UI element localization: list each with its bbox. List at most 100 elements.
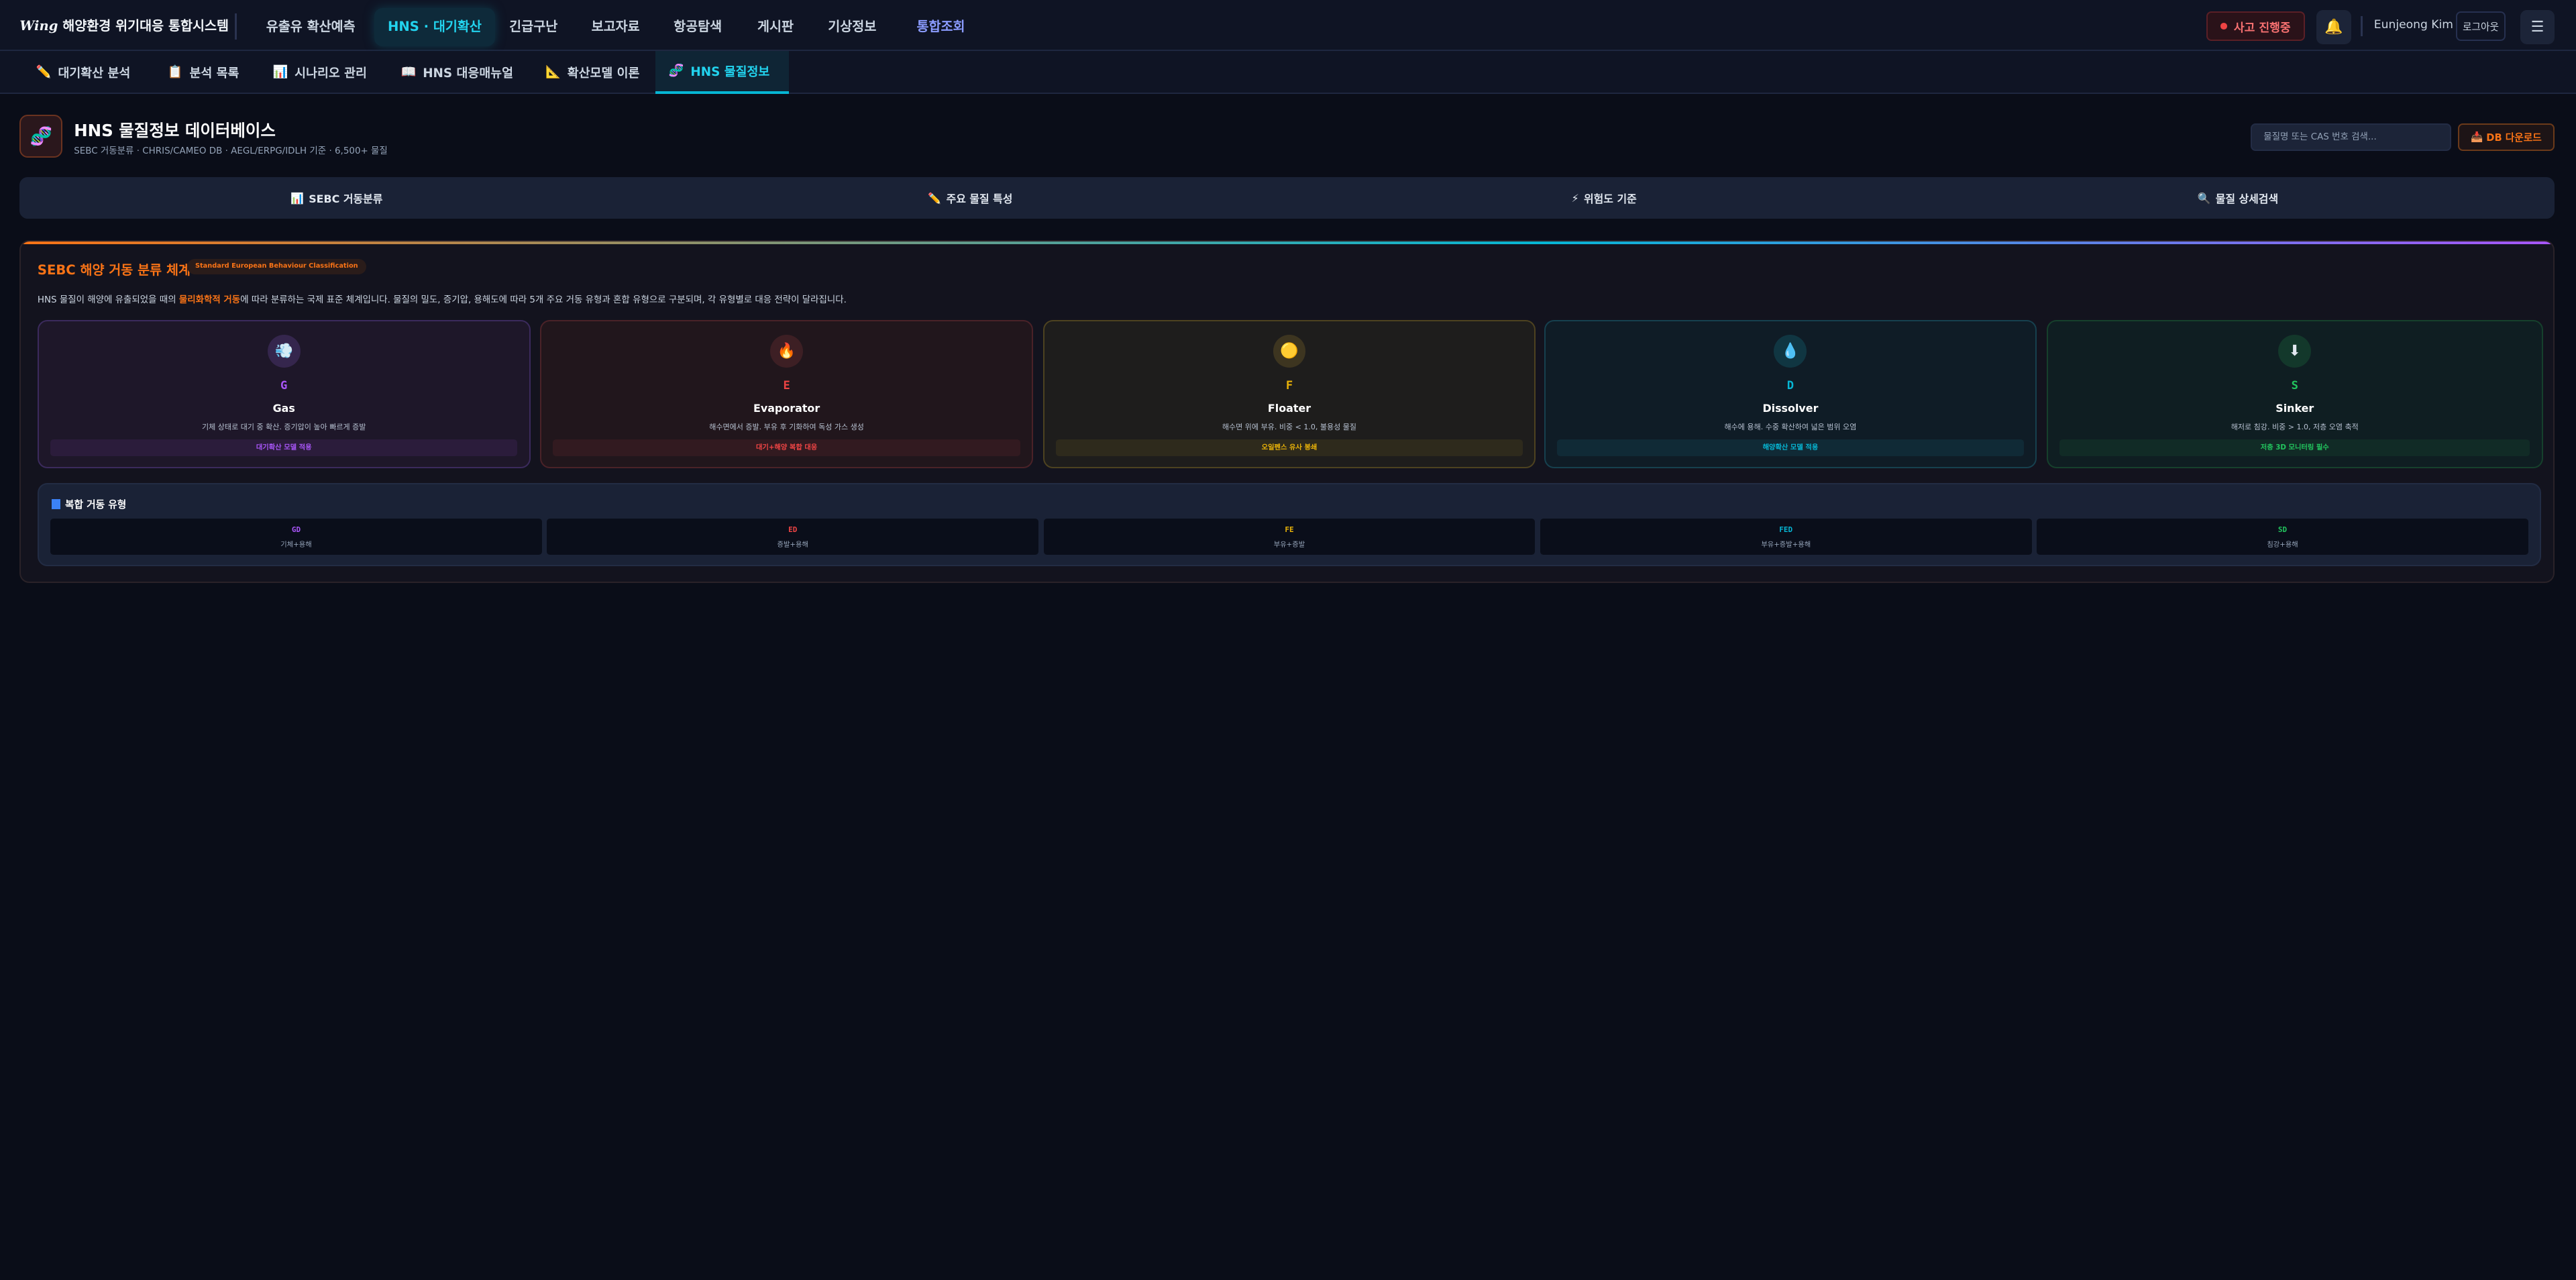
- compound-code: ED: [788, 525, 798, 534]
- ruler-icon: 📐: [545, 65, 561, 80]
- arrow-down-icon: ⬇: [2278, 334, 2312, 368]
- compound-type-sd[interactable]: SD 침강+용해: [2037, 518, 2528, 555]
- compound-code: GD: [291, 525, 301, 534]
- response-tag: 대기+해양 복합 대응: [553, 439, 1020, 456]
- notification-button[interactable]: 🔔: [2316, 9, 2351, 45]
- response-tag: 저층 3D 모니터링 필수: [2059, 439, 2530, 456]
- tab-search[interactable]: 🔍 물질 상세검색: [2197, 191, 2279, 205]
- book-icon: 📖: [400, 65, 417, 80]
- behaviour-name: Sinker: [2275, 402, 2314, 415]
- behaviour-card-evaporator[interactable]: 🔥 E Evaporator 해수면에서 증발. 부유 후 기화하여 독성 가스…: [540, 320, 1033, 468]
- gradient-bar: [21, 241, 2554, 245]
- hamburger-icon: ☰: [2530, 18, 2544, 36]
- nav-integrated[interactable]: 통합조회: [916, 19, 965, 35]
- nav-oil-spill[interactable]: 유출유 확산예측: [266, 19, 356, 35]
- nav-weather[interactable]: 기상정보: [828, 19, 877, 35]
- compound-description: 증발+용해: [777, 541, 808, 549]
- app-title: 해양환경 위기대응 통합시스템: [62, 18, 229, 34]
- subnav-analysis[interactable]: ✏️ 대기확산 분석: [36, 65, 131, 81]
- section-badge: Standard European Behaviour Classificati…: [186, 259, 366, 274]
- behaviour-card-gas[interactable]: 💨 G Gas 기체 상태로 대기 중 확산. 증기압이 높아 빠르게 증발 대…: [37, 320, 531, 468]
- page-title: HNS 물질정보 데이터베이스: [74, 121, 276, 141]
- behaviour-name: Gas: [272, 402, 295, 415]
- pencil-icon: ✏️: [928, 191, 942, 205]
- behaviour-card-sinker[interactable]: ⬇ S Sinker 해저로 침강. 비중 > 1.0, 저층 오염 축적 저층…: [2046, 320, 2543, 468]
- response-tag: 해양확산 모델 적용: [1556, 439, 2025, 456]
- response-tag: 오일펜스 유사 봉쇄: [1055, 439, 1523, 456]
- nav-reports[interactable]: 보고자료: [591, 19, 640, 35]
- clipboard-icon: 📋: [167, 65, 183, 80]
- content-tabs: 📊 SEBC 거동분류 ✏️ 주요 물질 특성 ⚡ 위험도 기준 🔍 물질 상세검색: [19, 177, 2555, 219]
- behaviour-card-dissolver[interactable]: 💧 D Dissolver 해수에 용해. 수중 확산하여 넓은 범위 오염 해…: [1544, 320, 2037, 468]
- behaviour-card-floater[interactable]: 🟡 F Floater 해수면 위에 부유. 비중 < 1.0, 불용성 물질 …: [1042, 320, 1536, 468]
- nav-aerial[interactable]: 항공탐색: [674, 19, 722, 35]
- gas-icon: 💨: [267, 334, 301, 368]
- section-description: HNS 물질이 해양에 유출되었을 때의 물리화학적 거동에 따라 분류하는 국…: [37, 295, 847, 306]
- subnav-manual[interactable]: 📖 HNS 대응매뉴얼: [400, 65, 513, 81]
- compound-types-panel: 복합 거동 유형 GD 기체+용해 ED 증발+용해 FE 부유+증발 FED 부유+증발+용…: [37, 482, 2542, 567]
- compound-description: 기체+용해: [280, 541, 312, 549]
- divider: [235, 13, 237, 40]
- nav-rescue[interactable]: 긴급구난: [509, 19, 558, 35]
- lightning-icon: ⚡: [1571, 191, 1579, 205]
- compound-type-fe[interactable]: FE 부유+증발: [1043, 518, 1536, 555]
- compound-description: 부유+증발+용해: [1761, 541, 1811, 549]
- circle-icon: 🟡: [1273, 334, 1306, 368]
- behaviour-code: S: [2291, 378, 2298, 392]
- logout-button[interactable]: 로그아웃: [2456, 11, 2506, 42]
- chart-icon: 📊: [272, 65, 288, 80]
- compound-code: FED: [1779, 525, 1793, 534]
- nav-board[interactable]: 게시판: [757, 19, 794, 35]
- compound-code: FE: [1285, 525, 1294, 534]
- response-tag: 대기확산 모델 적용: [50, 439, 518, 456]
- behaviour-description: 해저로 침강. 비중 > 1.0, 저층 오염 축적: [2231, 423, 2359, 432]
- nav-hns[interactable]: HNS · 대기확산: [374, 8, 495, 46]
- download-icon: 📥: [2471, 131, 2483, 144]
- behaviour-description: 해수에 용해. 수중 확산하여 넓은 범위 오염: [1724, 423, 1857, 432]
- subnav-theory[interactable]: 📐 확산모델 이론: [545, 65, 640, 81]
- behaviour-code: D: [1786, 378, 1794, 392]
- behaviour-code: F: [1285, 378, 1293, 392]
- status-dot: [2220, 23, 2228, 30]
- subnav-scenario[interactable]: 📊 시나리오 관리: [272, 65, 367, 81]
- user-name: Eunjeong Kim: [2373, 17, 2453, 32]
- sub-navigation: ✏️ 대기확산 분석 📋 분석 목록 📊 시나리오 관리 📖 HNS 대응매뉴얼 📐 확산…: [0, 50, 2576, 94]
- behaviour-description: 해수면에서 증발. 부유 후 기화하여 독성 가스 생성: [709, 423, 864, 432]
- db-download-button[interactable]: 📥 DB 다운로드: [2457, 123, 2555, 152]
- behaviour-name: Evaporator: [753, 402, 820, 415]
- behaviour-name: Floater: [1267, 402, 1311, 415]
- top-navigation: Wing 해양환경 위기대응 통합시스템 유출유 확산예측 HNS · 대기확산…: [0, 0, 2576, 51]
- section-title: SEBC 해양 거동 분류 체계: [37, 262, 191, 278]
- search-icon: 🔍: [2197, 191, 2211, 205]
- compound-description: 부유+증발: [1273, 541, 1305, 549]
- divider: [2361, 16, 2363, 36]
- menu-button[interactable]: ☰: [2520, 9, 2555, 45]
- tab-properties[interactable]: ✏️ 주요 물질 특성: [928, 191, 1013, 205]
- fire-icon: 🔥: [770, 334, 804, 368]
- compound-code: SD: [2277, 525, 2288, 534]
- droplet-icon: 💧: [1774, 334, 1807, 368]
- compound-type-fed[interactable]: FED 부유+증발+용해: [1540, 518, 2032, 555]
- incident-status-button[interactable]: 사고 진행중: [2206, 11, 2305, 42]
- behaviour-code: E: [783, 378, 790, 392]
- subnav-list[interactable]: 📋 분석 목록: [167, 65, 239, 81]
- compound-description: 침강+용해: [2267, 541, 2298, 549]
- dna-icon: 🧬: [668, 64, 684, 78]
- tab-sebc[interactable]: 📊 SEBC 거동분류: [290, 191, 383, 205]
- tab-hazard[interactable]: ⚡ 위험도 기준: [1571, 191, 1637, 205]
- subnav-substance-info[interactable]: 🧬 HNS 물질정보: [655, 50, 789, 94]
- compound-type-gd[interactable]: GD 기체+용해: [50, 518, 542, 555]
- compound-type-ed[interactable]: ED 증발+용해: [547, 518, 1039, 555]
- page-subtitle: SEBC 거동분류 · CHRIS/CAMEO DB · AEGL/ERPG/I…: [74, 146, 388, 157]
- dna-icon: 🧬: [19, 115, 63, 158]
- pencil-icon: ✏️: [36, 65, 52, 80]
- substance-search-input[interactable]: [2251, 123, 2451, 152]
- compound-title: 복합 거동 유형: [65, 499, 127, 511]
- grid-icon: [52, 499, 60, 509]
- behaviour-code: G: [280, 378, 288, 392]
- behaviour-description: 기체 상태로 대기 중 확산. 증기압이 높아 빠르게 증발: [202, 423, 366, 432]
- app-logo[interactable]: Wing 해양환경 위기대응 통합시스템: [19, 18, 229, 34]
- behaviour-description: 해수면 위에 부유. 비중 < 1.0, 불용성 물질: [1222, 423, 1357, 432]
- behaviour-name: Dissolver: [1762, 402, 1819, 415]
- chart-icon: 📊: [290, 191, 304, 205]
